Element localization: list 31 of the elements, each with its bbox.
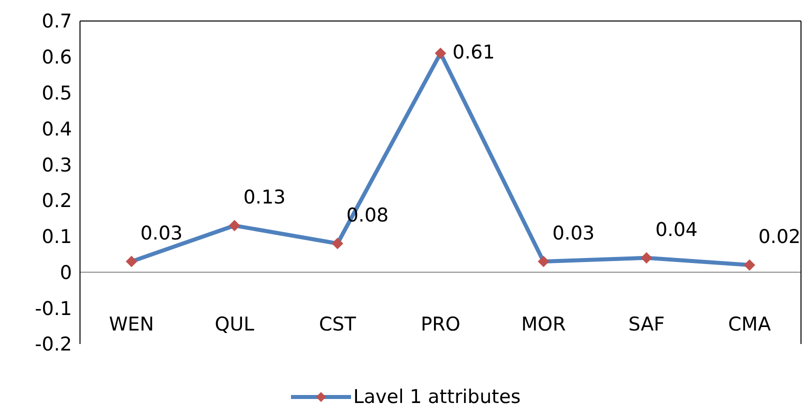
x-tick-label: CMA — [728, 314, 771, 336]
y-tick-label: -0.2 — [34, 334, 72, 356]
data-label: 0.61 — [452, 41, 495, 64]
point — [641, 252, 652, 264]
y-tick-label: 0.1 — [42, 226, 72, 248]
y-tick-label: 0 — [60, 262, 72, 284]
data-label: 0.02 — [758, 226, 801, 248]
point — [332, 238, 343, 250]
x-tick-label: CST — [319, 314, 356, 336]
legend-label: Lavel 1 attributes — [353, 386, 521, 408]
x-tick-label: SAF — [628, 314, 665, 336]
x-tick-label: QUL — [214, 314, 255, 336]
y-tick-label: 0.5 — [42, 82, 72, 105]
x-tick-label: MOR — [521, 314, 566, 336]
point — [744, 260, 755, 271]
y-tick-label: 0.4 — [42, 118, 72, 140]
data-label: 0.03 — [140, 222, 183, 244]
y-tick-label: 0.2 — [42, 190, 72, 212]
data-label: 0.04 — [655, 218, 698, 241]
point — [229, 220, 240, 232]
point — [538, 256, 549, 267]
x-tick-label: WEN — [108, 314, 154, 336]
y-tick-label: -0.1 — [34, 298, 72, 320]
x-tick-label: PRO — [420, 314, 460, 336]
y-tick-label: 0.7 — [42, 10, 72, 33]
point — [435, 48, 446, 59]
y-tick-label: 0.3 — [42, 154, 72, 176]
data-label: 0.03 — [552, 222, 595, 244]
data-label: 0.13 — [243, 186, 286, 209]
y-tick-label: 0.6 — [42, 46, 72, 69]
point — [126, 256, 137, 267]
